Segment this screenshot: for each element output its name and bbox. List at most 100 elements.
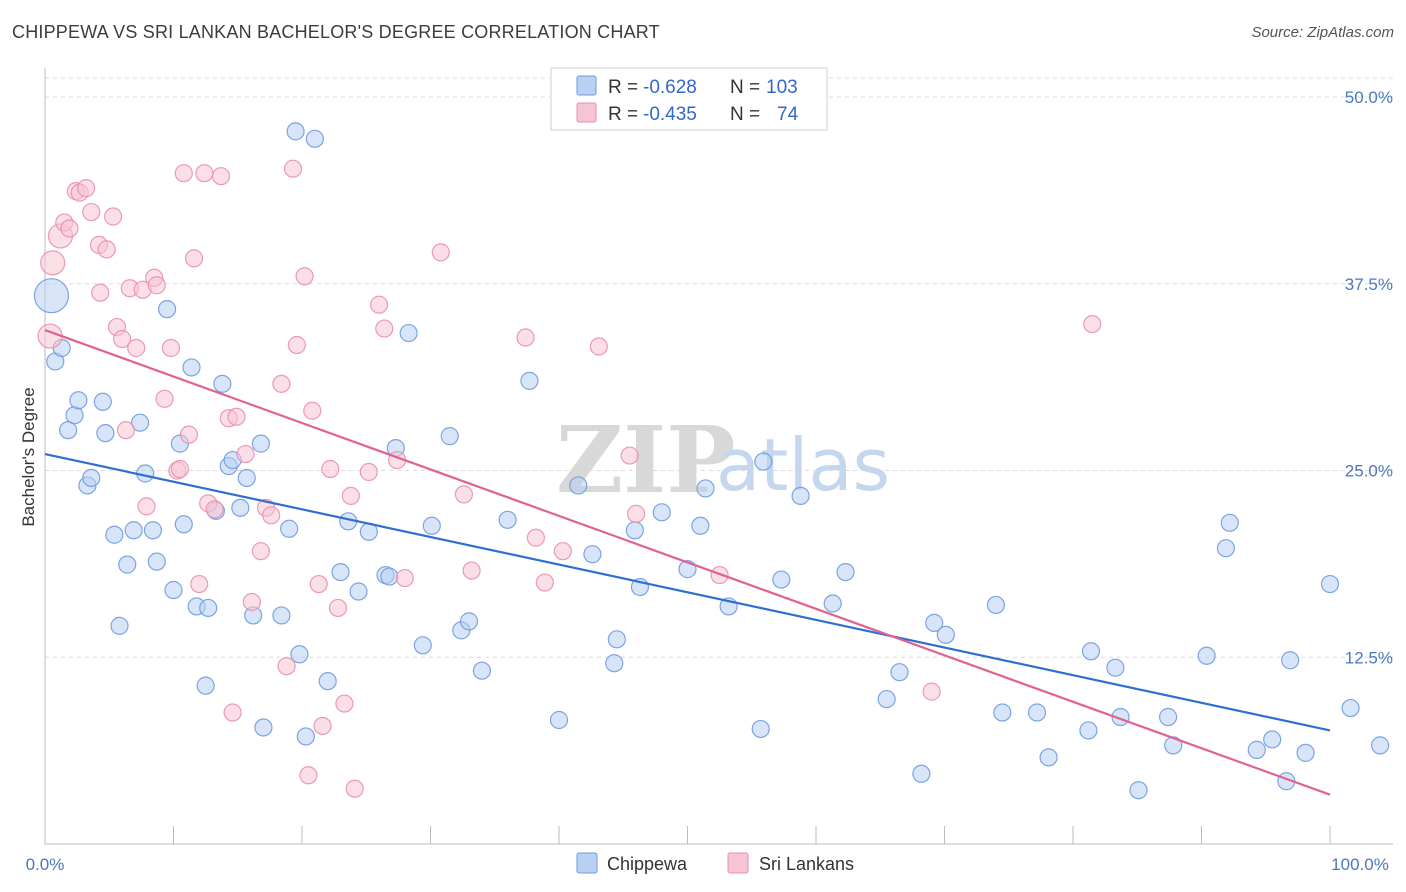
point-chippewa xyxy=(1197,646,1216,665)
point-srilankan xyxy=(535,573,554,592)
point-chippewa xyxy=(399,323,418,343)
point-chippewa xyxy=(318,672,337,691)
point-chippewa xyxy=(472,661,491,680)
point-srilankan xyxy=(236,444,255,464)
watermark: ZIP atlas xyxy=(556,406,890,514)
point-chippewa xyxy=(1039,748,1058,767)
point-chippewa xyxy=(124,521,143,540)
point-chippewa xyxy=(1081,642,1101,661)
point-chippewa xyxy=(251,434,270,453)
legend-swatch-srilankan xyxy=(576,102,597,123)
series-legend-srilankan: Sri Lankans xyxy=(759,854,854,874)
point-chippewa xyxy=(498,510,517,529)
point-chippewa xyxy=(1079,721,1098,740)
tick-labels: 12.5% 25.0% 37.5% 50.0% 0.0% 100.0% xyxy=(26,88,1393,874)
point-srilankan xyxy=(104,207,123,226)
trend-line-srilankan xyxy=(44,329,1331,796)
trend-line-chippewa xyxy=(44,452,1331,732)
point-srilankan xyxy=(170,459,190,479)
point-chippewa xyxy=(305,129,324,148)
y-tick-label: 12.5% xyxy=(1345,648,1393,667)
point-chippewa xyxy=(296,727,315,746)
point-chippewa xyxy=(237,468,256,488)
point-chippewa xyxy=(380,567,399,586)
y-tick-label: 25.0% xyxy=(1345,462,1393,481)
point-chippewa xyxy=(82,468,101,488)
point-chippewa xyxy=(836,562,855,582)
point-chippewa xyxy=(105,525,124,544)
point-chippewa xyxy=(157,300,177,319)
point-srilankan xyxy=(431,243,450,262)
point-srilankan xyxy=(335,694,354,713)
point-srilankan xyxy=(620,446,639,465)
x-tick-label: 0.0% xyxy=(26,855,65,874)
point-srilankan xyxy=(161,338,181,358)
point-srilankan xyxy=(91,283,110,302)
point-srilankan xyxy=(147,276,166,295)
point-srilankan xyxy=(116,421,136,440)
legend-r-label: R = xyxy=(608,77,638,98)
point-srilankan xyxy=(359,462,378,482)
point-chippewa xyxy=(583,545,602,564)
point-srilankan xyxy=(1083,314,1102,334)
legend-r-label: R = xyxy=(608,104,638,125)
series-legend-swatch-srilankan xyxy=(727,852,749,874)
point-srilankan xyxy=(309,574,328,594)
point-srilankan xyxy=(321,459,340,479)
point-chippewa xyxy=(349,582,368,601)
legend: R = -0.628 N = 103 R = -0.435 N = 74 xyxy=(550,67,828,131)
point-srilankan xyxy=(211,167,231,186)
legend-n-value-chippewa: 103 xyxy=(766,77,798,98)
legend-box xyxy=(550,67,828,131)
point-chippewa xyxy=(164,580,183,600)
point-srilankan xyxy=(195,164,214,183)
point-chippewa xyxy=(912,764,931,783)
legend-swatch-chippewa xyxy=(576,75,597,96)
point-chippewa xyxy=(143,521,163,540)
point-chippewa xyxy=(196,676,215,695)
point-chippewa xyxy=(652,503,671,522)
point-chippewa xyxy=(199,598,218,618)
point-chippewa xyxy=(174,515,193,534)
point-srilankan xyxy=(516,328,535,347)
trend-lines xyxy=(44,329,1331,796)
point-srilankan xyxy=(155,389,174,408)
point-chippewa xyxy=(1158,707,1178,727)
point-chippewa xyxy=(1129,781,1148,800)
point-srilankan xyxy=(328,598,348,618)
point-chippewa xyxy=(65,406,84,425)
point-srilankan xyxy=(227,407,246,426)
point-chippewa xyxy=(1281,651,1300,670)
point-chippewa xyxy=(791,486,810,505)
point-srilankan xyxy=(223,703,242,722)
point-chippewa xyxy=(549,710,569,730)
y-tick-label: 37.5% xyxy=(1345,275,1393,294)
point-srilankan xyxy=(589,337,608,356)
point-chippewa xyxy=(33,278,70,314)
point-srilankan xyxy=(299,766,318,785)
watermark-zip: ZIP xyxy=(556,406,735,514)
y-axis-label: Bachelor's Degree xyxy=(19,387,38,526)
point-chippewa xyxy=(986,595,1006,615)
point-chippewa xyxy=(280,519,299,538)
y-tick-label: 50.0% xyxy=(1345,88,1393,107)
point-chippewa xyxy=(213,374,232,393)
point-srilankan xyxy=(277,657,296,676)
point-chippewa xyxy=(607,630,626,649)
point-chippewa xyxy=(413,636,432,655)
point-chippewa xyxy=(272,606,291,625)
point-chippewa xyxy=(1341,698,1360,718)
point-chippewa xyxy=(823,594,842,613)
point-chippewa xyxy=(286,122,305,141)
point-chippewa xyxy=(1027,703,1047,722)
point-chippewa xyxy=(254,718,273,737)
point-chippewa xyxy=(772,570,791,589)
point-chippewa xyxy=(625,521,644,540)
point-chippewa xyxy=(877,689,896,709)
point-chippewa xyxy=(754,452,773,471)
point-srilankan xyxy=(205,500,224,519)
point-chippewa xyxy=(331,562,350,582)
point-srilankan xyxy=(462,561,481,580)
point-chippewa xyxy=(459,612,479,631)
point-chippewa xyxy=(1371,736,1390,755)
